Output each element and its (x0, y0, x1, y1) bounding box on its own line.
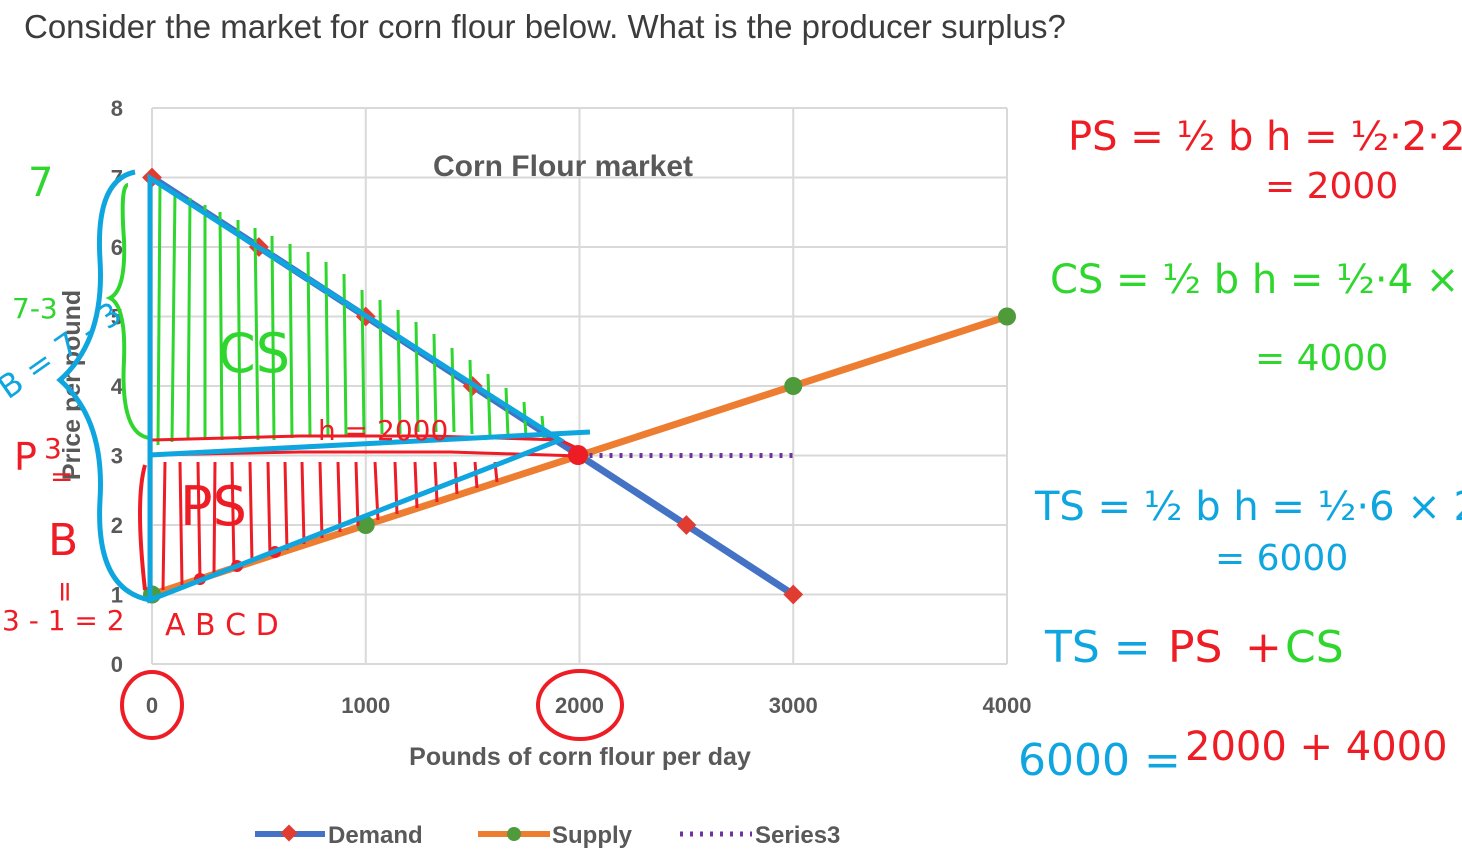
chart-grid (151, 107, 1008, 665)
x-tick-label: 4000 (983, 693, 1032, 718)
x-tick-label: 3000 (769, 693, 818, 718)
x-tick-label: 2000 (555, 693, 604, 718)
x-tick-label: 1000 (341, 693, 390, 718)
circle-zero (120, 670, 184, 740)
ts-result: = 6000 (1215, 538, 1348, 579)
legend-demand-label: Demand (328, 822, 423, 849)
point-supply (784, 377, 803, 395)
y-tick-label: 3 (111, 444, 123, 469)
p-eq: = (50, 460, 73, 493)
y-tick-label: 6 (111, 235, 123, 260)
legend-series3-label: Series3 (755, 822, 840, 849)
y-tick-label: 1 (111, 583, 123, 608)
y-tick-label: 4 (111, 374, 124, 399)
ts-outline (56, 169, 591, 604)
b-eq: = (49, 580, 82, 603)
point-supply (998, 307, 1016, 326)
total-left: 6000 = (1018, 735, 1181, 786)
top-price-label: 7 (28, 160, 53, 206)
total-right: 2000 + 4000 (1185, 724, 1448, 770)
point-demand (783, 584, 804, 605)
ts-equation-cs: CS (1285, 622, 1344, 673)
point-demand (676, 515, 697, 535)
p-value: 3 (44, 432, 62, 465)
point-supply (356, 516, 375, 534)
b-value: 3 - 1 = 2 (2, 604, 125, 637)
ps-formula: PS = ½ b h = ½·2·2000 (1068, 114, 1462, 160)
p-label: P (14, 435, 37, 479)
cs-area-label: CS (218, 322, 290, 385)
b-label: B (48, 515, 78, 566)
legend: Demand Supply Series3 (255, 822, 840, 849)
cs-hatching (105, 183, 546, 446)
legend-demand-marker (280, 824, 298, 842)
ps-area-label: PS (180, 475, 247, 538)
x-axis-title: Pounds of corn flour per day (409, 743, 751, 771)
y-tick-label: 2 (111, 513, 123, 538)
y-tick-label: 0 (111, 652, 123, 677)
points-labels: A B C D (165, 608, 279, 643)
b-calc-green: 7-3 (12, 292, 58, 325)
ts-equation-plus: + (1245, 622, 1282, 673)
circle-2000 (536, 669, 624, 741)
ps-result: = 2000 (1265, 166, 1398, 207)
chart-title: Corn Flour market (433, 150, 693, 183)
ts-equation-label: TS = (1044, 622, 1151, 673)
legend-supply-label: Supply (552, 822, 633, 849)
cs-formula: CS = ½ b h = ½·4 × 2000 (1050, 257, 1462, 303)
y-tick-label: 8 (111, 96, 123, 121)
question-text: Consider the market for corn flour below… (24, 8, 1066, 45)
h-label: h = 2000 (318, 414, 448, 447)
cs-result: = 4000 (1255, 338, 1388, 379)
ts-equation-ps: PS (1168, 622, 1222, 673)
x-tick-label: 0 (146, 693, 158, 718)
ts-formula: TS = ½ b h = ½·6 × 2000 (1034, 484, 1462, 530)
legend-supply-marker (507, 827, 521, 841)
